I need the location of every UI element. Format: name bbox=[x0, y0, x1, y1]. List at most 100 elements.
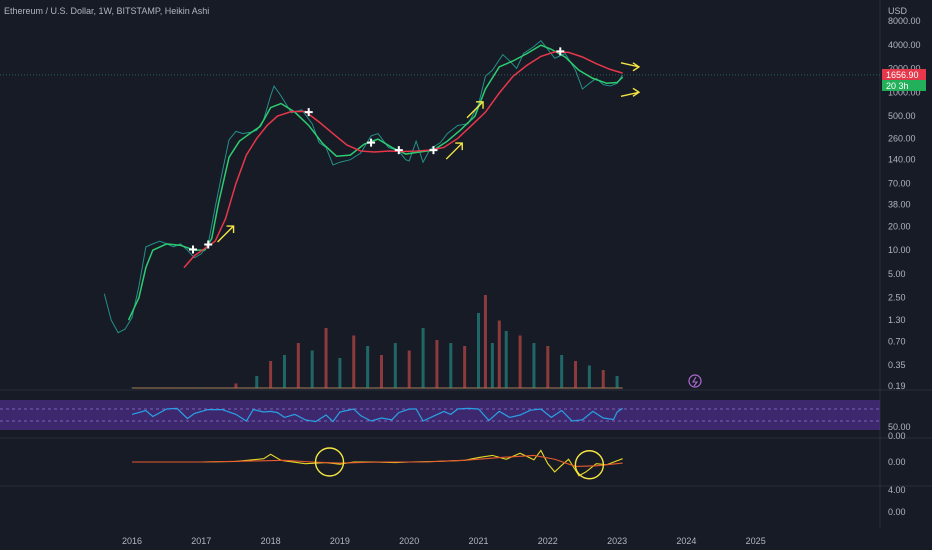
year-tick-label: 2021 bbox=[468, 536, 488, 546]
volume-bar bbox=[269, 361, 273, 388]
cross-marker bbox=[556, 47, 565, 56]
volume-bar bbox=[366, 346, 370, 388]
volume-bar bbox=[449, 343, 453, 388]
rsi-pane bbox=[0, 400, 880, 430]
year-tick-label: 2020 bbox=[399, 536, 419, 546]
highlight-circle bbox=[314, 447, 345, 477]
flash-icon bbox=[688, 374, 702, 388]
price-tick-label: 8000.00 bbox=[888, 16, 921, 26]
highlight-circle bbox=[574, 450, 605, 480]
osc_line2-line bbox=[132, 454, 623, 467]
volume-bar bbox=[338, 358, 342, 388]
annotation-arrow bbox=[466, 101, 484, 119]
price-tick-label: 5.00 bbox=[888, 269, 906, 279]
year-tick-label: 2023 bbox=[607, 536, 627, 546]
volume-bar bbox=[490, 343, 494, 388]
volume-bar bbox=[296, 343, 300, 388]
year-tick-label: 2019 bbox=[330, 536, 350, 546]
volume-bar bbox=[574, 361, 578, 388]
price-tick-label: 0.70 bbox=[888, 336, 906, 346]
volume-bar bbox=[310, 350, 314, 388]
annotation-arrow bbox=[620, 87, 641, 97]
rsi-band bbox=[0, 400, 880, 430]
price-tick-label: 2000.00 bbox=[888, 64, 921, 74]
countdown-label: 20 3h bbox=[886, 81, 909, 91]
currency-label: USD bbox=[888, 6, 908, 16]
price-axis: 8000.00 4000.00 2000.00 1000.00 500.00 260.00… bbox=[882, 16, 926, 517]
slow_ma-line bbox=[183, 51, 623, 269]
lower-tick-label: 4.00 bbox=[888, 485, 906, 495]
volume-bar bbox=[518, 335, 522, 388]
price-tick-label: 1000.00 bbox=[888, 87, 921, 97]
price-tick-label: 2.50 bbox=[888, 293, 906, 303]
volume-bar bbox=[234, 383, 238, 388]
time-axis: 2016 2017 2018 2019 2020 2021 2022 2023 2024 2025 bbox=[122, 536, 766, 546]
cross-marker bbox=[204, 240, 213, 249]
price-series bbox=[103, 40, 624, 334]
cross-markers bbox=[188, 47, 565, 254]
volume-bar bbox=[421, 328, 425, 388]
cross-marker bbox=[394, 146, 403, 155]
volume-bar bbox=[615, 376, 619, 388]
volume-bar bbox=[352, 335, 356, 388]
volume-bar bbox=[504, 331, 508, 388]
flash-icon-bolt bbox=[692, 376, 699, 387]
volume-bar bbox=[560, 355, 564, 388]
countdown-badge bbox=[882, 79, 926, 91]
annotation-arrows bbox=[217, 62, 641, 243]
annotation-arrow bbox=[217, 225, 235, 243]
chart-title: Ethereum / U.S. Dollar, 1W, BITSTAMP, He… bbox=[4, 6, 210, 16]
year-tick-label: 2022 bbox=[538, 536, 558, 546]
annotation-arrow bbox=[620, 62, 641, 72]
year-tick-label: 2017 bbox=[191, 536, 211, 546]
volume-bar bbox=[497, 320, 501, 388]
rsi-tick-label: 0.00 bbox=[888, 431, 906, 441]
last-price-badge bbox=[882, 68, 926, 80]
volume-bar bbox=[282, 355, 286, 388]
cross-marker bbox=[429, 146, 438, 155]
price-tick-label: 0.35 bbox=[888, 360, 906, 370]
year-tick-label: 2016 bbox=[122, 536, 142, 546]
volume-bar bbox=[532, 343, 536, 388]
volume-bar bbox=[324, 328, 328, 388]
rsi-line bbox=[131, 407, 623, 423]
volume-bar bbox=[463, 346, 467, 388]
year-tick-label: 2018 bbox=[261, 536, 281, 546]
price-line bbox=[103, 40, 624, 334]
volume-bar bbox=[393, 343, 397, 388]
year-tick-label: 2024 bbox=[676, 536, 696, 546]
price-tick-label: 1.30 bbox=[888, 315, 906, 325]
volume-bar bbox=[435, 340, 439, 388]
oscillator-pane bbox=[132, 447, 623, 480]
volume-bar bbox=[379, 355, 383, 388]
volume-bar bbox=[587, 365, 591, 388]
price-tick-label: 70.00 bbox=[888, 178, 911, 188]
volume-bar bbox=[255, 376, 259, 388]
osc-tick-label: 0.00 bbox=[888, 457, 906, 467]
cross-marker bbox=[367, 138, 376, 147]
price-tick-label: 10.00 bbox=[888, 245, 911, 255]
annotation-arrow bbox=[445, 142, 463, 160]
volume-bar bbox=[546, 346, 550, 388]
last-price-label: 1656.90 bbox=[886, 70, 919, 80]
cross-marker bbox=[304, 108, 313, 117]
price-tick-label: 140.00 bbox=[888, 155, 916, 165]
osc_line-line bbox=[132, 449, 623, 477]
rsi-tick-label: 50.00 bbox=[888, 422, 911, 432]
price-tick-label: 4000.00 bbox=[888, 40, 921, 50]
price-tick-label: 500.00 bbox=[888, 111, 916, 121]
volume-bar bbox=[483, 295, 487, 388]
volume-bar bbox=[407, 350, 411, 388]
grid bbox=[0, 0, 932, 528]
cross-marker bbox=[188, 245, 197, 254]
price-tick-label: 38.00 bbox=[888, 199, 911, 209]
volume-bar bbox=[477, 313, 480, 388]
price-tick-label: 260.00 bbox=[888, 133, 916, 143]
fast_ma-line bbox=[127, 44, 624, 321]
price-tick-label: 0.19 bbox=[888, 381, 906, 391]
volume-bar bbox=[601, 370, 605, 388]
lower-tick-label: 0.00 bbox=[888, 507, 906, 517]
year-tick-label: 2025 bbox=[746, 536, 766, 546]
